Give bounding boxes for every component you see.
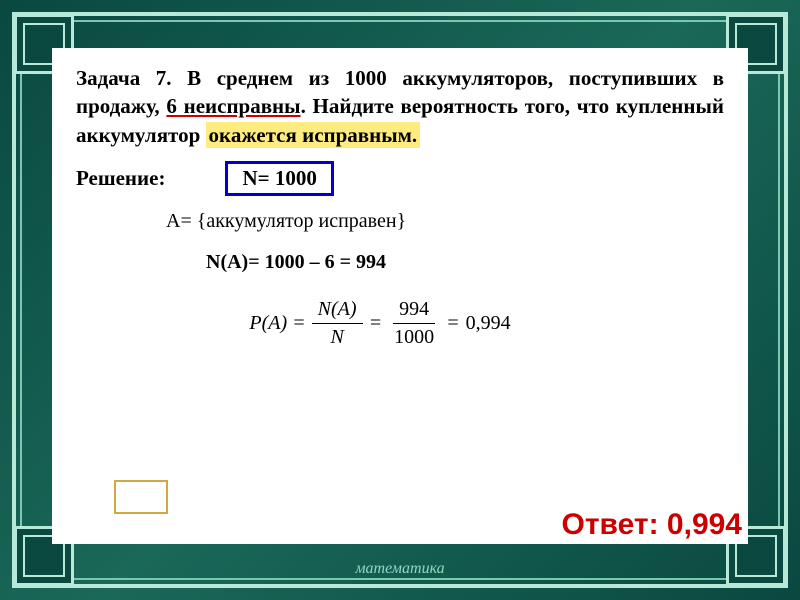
probability-formula: P(A) = N(A) N = 994 1000 = 0,994 — [36, 298, 724, 349]
formula-lhs: P(A) = — [249, 312, 305, 335]
answer-label: Ответ: — [562, 508, 667, 541]
frac-denominator: 1000 — [388, 324, 440, 349]
na-calculation: N(A)= 1000 – 6 = 994 — [206, 251, 724, 274]
answer-text: Ответ: 0,994 — [562, 508, 742, 542]
event-definition: A= {аккумулятор исправен} — [166, 210, 724, 233]
formula-result: 0,994 — [466, 312, 511, 335]
frac-numerator: N(A) — [312, 298, 363, 324]
frac-denominator: N — [324, 324, 349, 349]
solution-header-row: Решение: N= 1000 — [76, 161, 724, 196]
placeholder-box — [114, 480, 168, 514]
slide-frame: Задача 7. В среднем из 1000 аккумуляторо… — [0, 0, 800, 600]
fraction-numeric: 994 1000 — [388, 298, 440, 349]
equals-sign: = — [369, 312, 383, 335]
problem-highlighted: окажется исправным. — [206, 122, 421, 148]
frac-numerator: 994 — [393, 298, 435, 324]
solution-label: Решение: — [76, 166, 165, 191]
equals-sign: = — [446, 312, 460, 335]
problem-underlined: 6 неисправны — [166, 94, 300, 118]
answer-value: 0,994 — [667, 508, 742, 541]
problem-statement: Задача 7. В среднем из 1000 аккумуляторо… — [76, 64, 724, 149]
content-card: Задача 7. В среднем из 1000 аккумуляторо… — [52, 48, 748, 544]
footer-watermark: математика — [0, 560, 800, 578]
fraction-symbolic: N(A) N — [312, 298, 363, 349]
n-total-box: N= 1000 — [225, 161, 333, 196]
